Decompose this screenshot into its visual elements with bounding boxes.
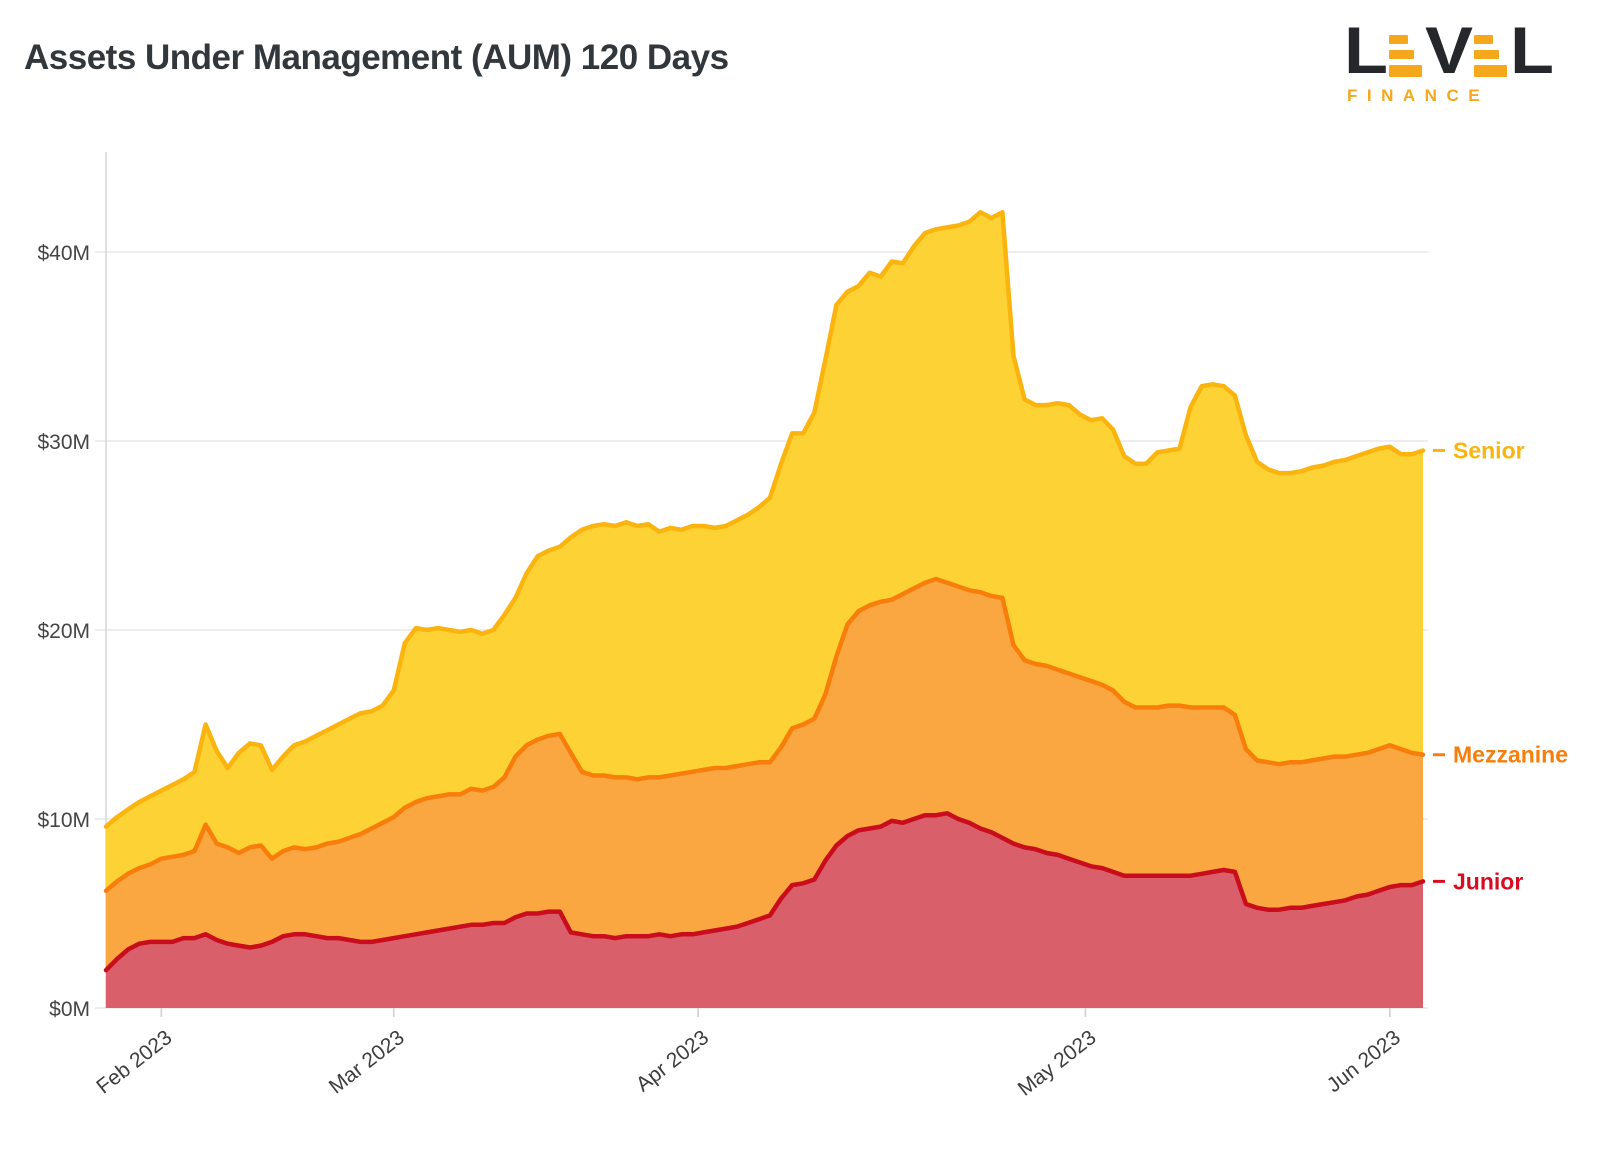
x-axis-tick-label: Mar 2023	[325, 1026, 409, 1099]
line-mezzanine	[103, 576, 1426, 894]
logo-letter: L	[1344, 14, 1388, 88]
series-label-junior: Junior	[1453, 868, 1523, 894]
logo-bar	[1474, 65, 1508, 77]
x-axis-tick-label: Jun 2023	[1323, 1026, 1405, 1097]
x-axis-tick-label: Feb 2023	[92, 1026, 176, 1099]
logo-bar	[1474, 35, 1494, 44]
y-axis-tick-label: $30M	[37, 431, 90, 454]
logo-letter: V	[1424, 14, 1473, 88]
page-title: Assets Under Management (AUM) 120 Days	[24, 38, 729, 77]
line-senior	[103, 210, 1426, 829]
logo-bar	[1388, 50, 1414, 59]
series-label-mezzanine: Mezzanine	[1453, 742, 1568, 768]
logo-subtitle: FINANCE	[1347, 86, 1490, 105]
logo-bar	[1388, 35, 1408, 44]
x-axis-tick-label: Apr 2023	[632, 1026, 713, 1097]
line-junior	[103, 811, 1426, 973]
logo-letter-e-bars-icon	[1474, 27, 1508, 77]
logo-letter: L	[1510, 14, 1554, 88]
logo-bar	[1474, 50, 1500, 59]
logo-letter-e-bars-icon	[1388, 27, 1422, 77]
y-axis-tick-label: $20M	[37, 620, 90, 643]
x-axis-tick-label: May 2023	[1014, 1026, 1101, 1101]
series-label-senior: Senior	[1453, 437, 1525, 463]
y-axis-tick-label: $0M	[49, 998, 90, 1021]
area-junior	[106, 813, 1423, 1008]
logo-bar	[1388, 65, 1422, 77]
y-axis-tick-label: $40M	[37, 242, 90, 265]
y-axis-tick-label: $10M	[37, 809, 90, 832]
